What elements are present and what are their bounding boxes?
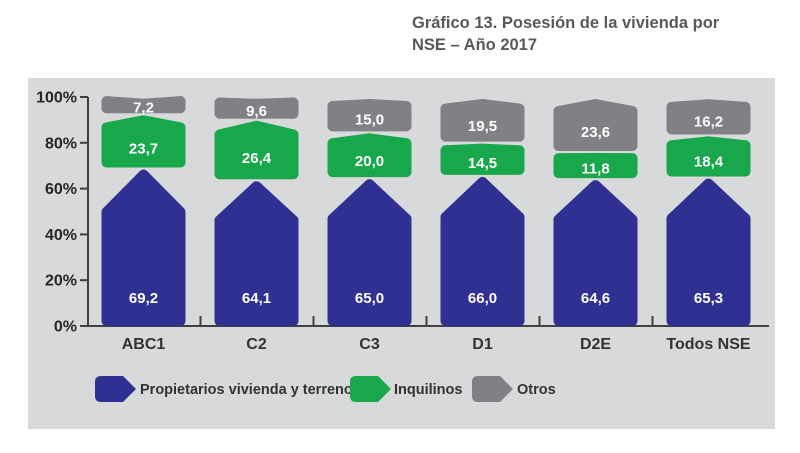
bar-value-label: 69,2 [129, 290, 158, 307]
y-axis-label: 40% [45, 227, 77, 244]
bar-segment-blue [666, 178, 751, 326]
bar-value-label: 66,0 [468, 290, 497, 307]
bar-value-label: 18,4 [694, 154, 724, 171]
chart-title-line1: Gráfico 13. Posesión de la vivienda por [412, 14, 720, 32]
y-axis-label: 60% [45, 181, 77, 198]
bar-segment-blue [101, 169, 186, 326]
bar-value-label: 9,6 [246, 103, 267, 120]
legend-item: Propietarios vivienda y terreno [95, 376, 353, 402]
y-axis-label: 20% [45, 273, 77, 290]
bar-value-label: 14,5 [468, 155, 497, 172]
bar-segment-gray [327, 99, 412, 132]
bar-segment-green [101, 115, 186, 168]
bar-segment-green [214, 120, 299, 180]
bar-value-label: 19,5 [468, 118, 497, 135]
bar-value-label: 26,4 [242, 150, 272, 167]
bar-segment-gray [101, 96, 186, 114]
bar-segment-gray [214, 97, 299, 119]
bar-segment-green [553, 153, 638, 179]
legend-label: Propietarios vivienda y terreno [140, 382, 353, 398]
bar-value-label: 23,6 [581, 124, 610, 141]
bar-value-label: 64,6 [581, 290, 610, 307]
bar-value-label: 16,2 [694, 113, 723, 130]
bar-segment-blue [553, 180, 638, 326]
bar-value-label: 11,8 [581, 161, 609, 178]
x-axis-label: Todos NSE [666, 336, 750, 353]
bar-segment-green [327, 133, 412, 178]
y-axis-label: 100% [36, 90, 77, 107]
x-axis-label: ABC1 [122, 336, 166, 353]
bar-segment-green [440, 143, 525, 175]
bar-value-label: 65,0 [355, 290, 384, 307]
chart-title-line2: NSE – Año 2017 [412, 36, 538, 55]
bar-value-label: 15,0 [355, 111, 384, 128]
x-axis-label: D1 [472, 336, 493, 353]
legend-swatch-blue [95, 376, 136, 402]
legend-item: Otros [472, 376, 556, 402]
bar-segment-gray [440, 99, 525, 142]
legend-item: Inquilinos [350, 376, 462, 402]
legend-swatch-gray [472, 376, 513, 402]
legend-label: Otros [517, 382, 556, 398]
bar-segment-gray [666, 99, 751, 135]
bar-segment-blue [214, 181, 299, 326]
y-axis-label: 80% [45, 135, 77, 152]
x-axis-label: C3 [359, 336, 380, 353]
bar-value-label: 7,2 [133, 99, 154, 116]
bar-value-label: 23,7 [129, 141, 158, 158]
bar-segment-green [666, 136, 751, 177]
bar-value-label: 20,0 [355, 153, 384, 170]
bar-value-label: 65,3 [694, 290, 723, 307]
y-axis-label: 0% [54, 319, 77, 336]
legend-label: Inquilinos [394, 382, 462, 398]
bar-segment-blue [327, 179, 412, 326]
legend-swatch-green [350, 376, 391, 402]
bar-segment-blue [440, 176, 525, 326]
chart-title: Gráfico 13. Posesión de la vivienda por … [412, 12, 784, 56]
x-axis-label: C2 [246, 336, 267, 353]
bar-value-label: 64,1 [242, 290, 271, 307]
bar-segment-gray [553, 99, 638, 152]
x-axis-label: D2E [580, 336, 611, 353]
